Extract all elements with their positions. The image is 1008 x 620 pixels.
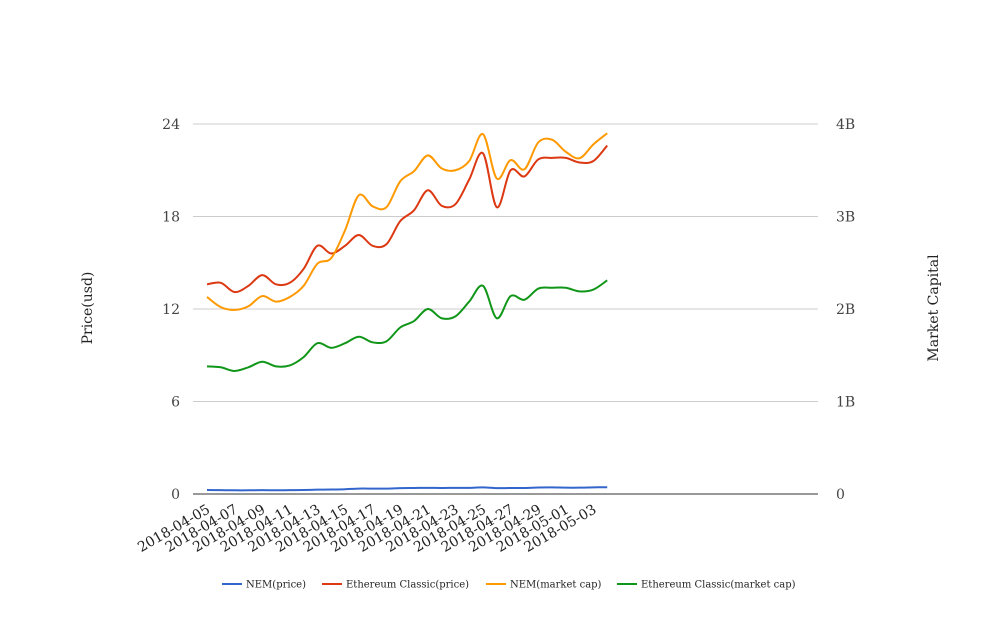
left-tick-label: 18	[162, 210, 180, 226]
series-line-ethereum-classic-market-cap	[206, 279, 608, 372]
right-tick-label: 3B	[836, 210, 855, 226]
right-axis-title: Market Capital	[926, 254, 942, 362]
right-tick-label: 2B	[836, 302, 855, 318]
legend: NEM(price) Ethereum Classic(price) NEM(mar…	[222, 580, 796, 591]
legend-label: Ethereum Classic(price)	[346, 580, 469, 591]
left-tick-label: 0	[171, 487, 180, 503]
legend-item: NEM(price)	[222, 580, 306, 591]
legend-item: Ethereum Classic(price)	[322, 580, 469, 591]
legend-item: Ethereum Classic(market cap)	[617, 580, 796, 591]
grid-lines	[193, 123, 818, 495]
left-axis-ticks: 0 6 12 18 24	[162, 117, 180, 503]
right-tick-label: 4B	[836, 117, 855, 133]
legend-item: NEM(market cap)	[486, 580, 602, 591]
right-axis-ticks: 0 1B 2B 3B 4B	[836, 117, 855, 503]
series-line-ethereum-classic-price	[206, 144, 608, 294]
series-line-nem-market-cap	[206, 132, 608, 311]
right-tick-label: 0	[836, 487, 845, 503]
left-tick-label: 24	[162, 117, 180, 133]
series-lines	[206, 132, 608, 492]
legend-label: Ethereum Classic(market cap)	[641, 580, 796, 591]
right-tick-label: 1B	[836, 395, 855, 411]
left-tick-label: 6	[171, 395, 180, 411]
x-axis-ticks: 2018-04-052018-04-072018-04-092018-04-11…	[135, 502, 599, 556]
series-line-nem-price	[206, 486, 608, 492]
legend-label: NEM(market cap)	[510, 580, 602, 591]
legend-label: NEM(price)	[246, 580, 306, 591]
left-axis-title: Price(usd)	[80, 272, 96, 345]
left-tick-label: 12	[162, 302, 180, 318]
